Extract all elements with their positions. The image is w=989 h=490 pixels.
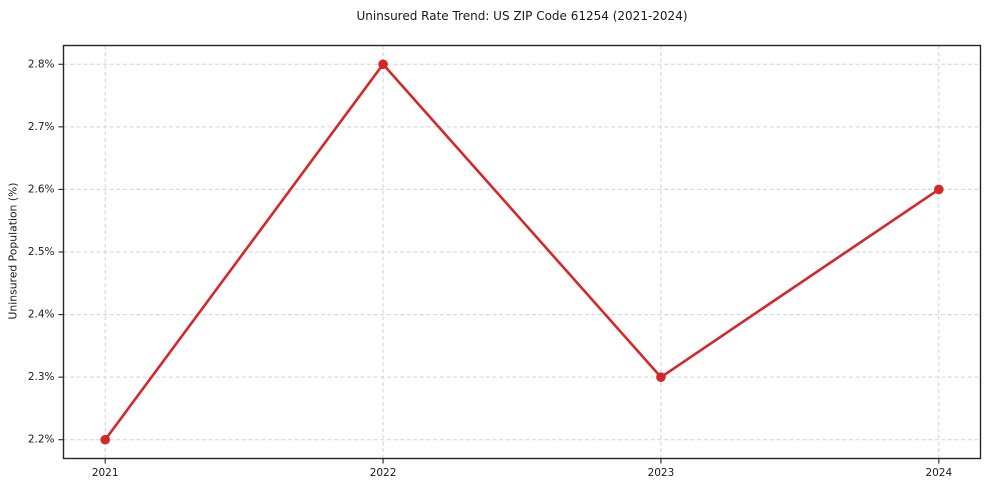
data-point-marker[interactable] (934, 184, 944, 195)
trend-line (103, 62, 941, 442)
x-tick-label: 2021 (92, 467, 119, 479)
y-tick-label: 2.4% (28, 309, 55, 321)
y-tick-label: 2.3% (28, 371, 55, 383)
y-tick-label: 2.5% (28, 246, 55, 258)
y-tick-label: 2.8% (28, 58, 55, 70)
y-tick-label: 2.7% (28, 121, 55, 133)
data-point-marker[interactable] (656, 372, 666, 382)
y-tick-label: 2.6% (28, 183, 55, 195)
chart-title: Uninsured Rate Trend: US ZIP Code 61254 … (356, 9, 688, 23)
x-tick-label: 2023 (648, 467, 675, 479)
x-tick-label: 2022 (370, 467, 397, 479)
plot-border (62, 44, 982, 460)
x-tick-label: 2024 (925, 467, 952, 479)
data-point-marker[interactable] (378, 59, 388, 70)
data-point-marker[interactable] (100, 434, 110, 445)
y-tick-label: 2.2% (28, 434, 55, 446)
